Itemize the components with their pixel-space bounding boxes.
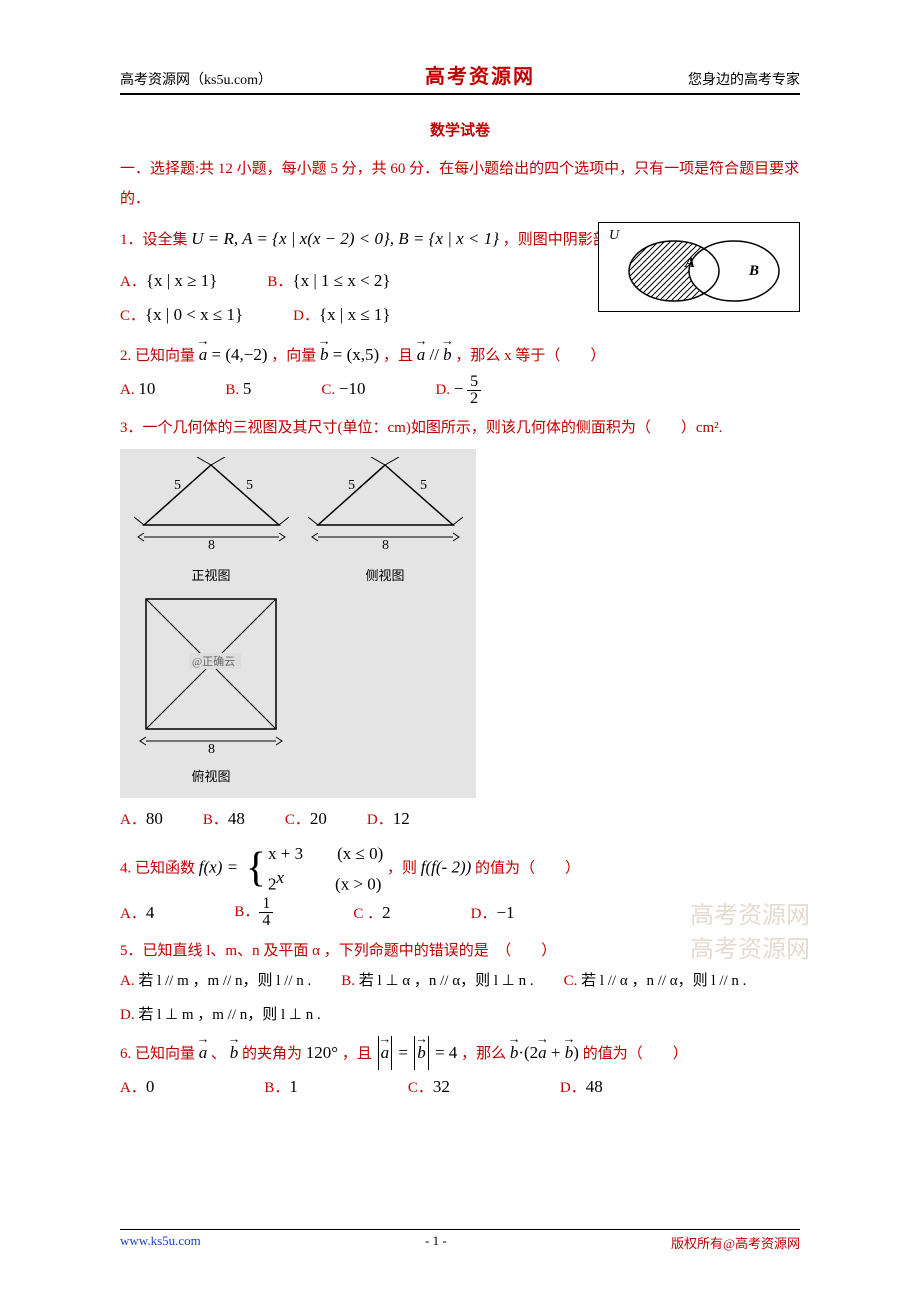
watermark-inline: @正确云 <box>192 655 235 668</box>
question-6: 6. 已知向量 a 、 b 的夹角为 120° ，且 a = b = 4 ，那么… <box>120 1036 800 1104</box>
three-views-figure: 5 5 8 正视图 5 5 8 <box>120 449 476 798</box>
q2-opt-C: C. −10 <box>321 372 365 407</box>
front-view-svg: 5 5 8 <box>134 457 289 552</box>
q2-opt-B: B. 5 <box>225 372 251 407</box>
page-footer: www.ks5u.com - 1 - 版权所有@高考资源网 <box>120 1229 800 1252</box>
svg-text:8: 8 <box>382 538 389 552</box>
q1-pre: 1．设全集 <box>120 232 191 248</box>
venn-label-A: A <box>684 255 695 271</box>
q6-opt-A: A．0 <box>120 1070 154 1104</box>
top-view-svg: @正确云 8 <box>134 593 289 753</box>
footer-url[interactable]: www.ks5u.com <box>120 1233 201 1249</box>
q3-opt-C: C．20 <box>285 802 327 836</box>
header-center-logo: 高考资源网 <box>425 60 535 89</box>
footer-copyright: 版权所有@高考资源网 <box>671 1233 800 1252</box>
view-top: @正确云 8 俯视图 <box>128 593 294 790</box>
svg-text:5: 5 <box>174 478 181 493</box>
svg-text:5: 5 <box>420 478 427 493</box>
venn-svg: U A B <box>599 223 799 311</box>
svg-text:8: 8 <box>208 538 215 552</box>
view-side: 5 5 8 侧视图 <box>302 457 468 589</box>
q5-opt-A: A. 若 l // m ，m // n，则 l // n . <box>120 966 311 996</box>
q6-opt-D: D．48 <box>560 1070 603 1104</box>
q1-opt-D: D．{x | x ≤ 1} <box>293 298 390 332</box>
q4-opt-D: D．−1 <box>471 896 515 930</box>
header-right: 您身边的高考专家 <box>688 69 800 89</box>
page-header: 高考资源网（ks5u.com） 高考资源网 您身边的高考专家 <box>120 60 800 95</box>
venn-label-B: B <box>748 263 759 279</box>
side-view-svg: 5 5 8 <box>308 457 463 552</box>
q5-opt-C: C. 若 l // α ，n // α，则 l // n . <box>564 966 747 996</box>
svg-text:5: 5 <box>246 478 253 493</box>
venn-diagram: U A B <box>598 222 800 312</box>
footer-page: - 1 - <box>201 1233 671 1249</box>
q1-options: A．{x | x ≥ 1} B．{x | 1 ≤ x < 2} C．{x | 0… <box>120 264 540 332</box>
venn-label-U: U <box>609 228 620 243</box>
view-front: 5 5 8 正视图 <box>128 457 294 589</box>
q3-opt-B: B．48 <box>203 802 245 836</box>
q1-opt-B: B．{x | 1 ≤ x < 2} <box>267 264 390 298</box>
question-5: 5．已知直线 l、m、n 及平面 α ，下列命题中的错误的是 （ ） A. 若 … <box>120 936 800 1030</box>
paper-title: 数学试卷 <box>120 119 800 140</box>
q1-math: U = R, A = {x | x(x − 2) < 0}, B = {x | … <box>191 229 499 248</box>
q4-opt-C: C ．2 <box>353 896 390 930</box>
q6-opt-C: C．32 <box>408 1070 450 1104</box>
question-1: 1．设全集 U = R, A = {x | x(x − 2) < 0}, B =… <box>120 222 800 332</box>
question-4: 4. 已知函数 f(x) = { x + 3 (x ≤ 0) 2x (x > 0… <box>120 842 800 930</box>
q5-opt-B: B. 若 l ⊥ α ，n // α，则 l ⊥ n . <box>341 966 533 996</box>
q3-opt-D: D．12 <box>367 802 410 836</box>
q6-opt-B: B．1 <box>264 1070 298 1104</box>
q5-opt-D: D. 若 l ⊥ m ，m // n，则 l ⊥ n . <box>120 1000 321 1030</box>
q2-opt-A: A. 10 <box>120 372 155 407</box>
header-left: 高考资源网（ks5u.com） <box>120 69 272 89</box>
q4-opt-A: A．4 <box>120 896 154 930</box>
svg-text:5: 5 <box>348 478 355 493</box>
q3-opt-A: A．80 <box>120 802 163 836</box>
q1-opt-A: A．{x | x ≥ 1} <box>120 264 217 298</box>
question-2: 2. 已知向量 a = (4,−2) ，向量 b = (x,5) ，且 a //… <box>120 338 800 407</box>
q2-opt-D: D. − 52 <box>435 372 481 407</box>
section-instructions: 一．选择题:共 12 小题，每小题 5 分，共 60 分．在每小题给出的四个选项… <box>120 154 800 214</box>
q1-opt-C: C．{x | 0 < x ≤ 1} <box>120 298 243 332</box>
page: 高考资源网（ks5u.com） 高考资源网 您身边的高考专家 数学试卷 一．选择… <box>0 0 920 1302</box>
svg-text:8: 8 <box>208 742 215 753</box>
q4-opt-B: B．14 <box>234 896 273 930</box>
question-3: 3．一个几何体的三视图及其尺寸(单位：cm)如图所示，则该几何体的侧面积为（ ）… <box>120 413 800 836</box>
